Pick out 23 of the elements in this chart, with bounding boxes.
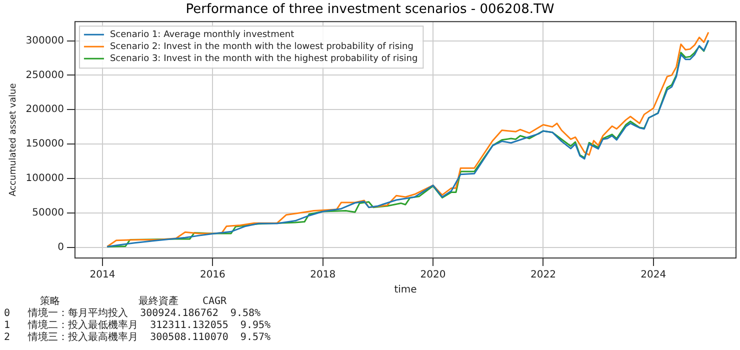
chart-title: Performance of three investment scenarios - 006208.TW [186, 2, 554, 18]
y-axis-title: Accumulated asset value [8, 82, 19, 196]
x-tick-label: 2024 [640, 270, 666, 281]
x-tick-label: 2022 [530, 270, 556, 281]
y-tick-label: 300000 [26, 35, 64, 46]
x-tick-label: 2020 [420, 270, 446, 281]
y-tick-label: 0 [58, 242, 64, 253]
y-tick-label: 250000 [26, 70, 64, 81]
legend-label: Scenario 2: Invest in the month with the lowest probability of rising [110, 42, 414, 52]
text: 2 情境三：投入最高機率月 300508.110070 9.57% [4, 332, 271, 344]
text: 策略 最終資產 CAGR [39, 296, 228, 308]
y-tick-label: 150000 [26, 138, 64, 150]
x-tick-label: 2014 [90, 270, 116, 281]
y-tick-label: 100000 [26, 173, 64, 184]
y-tick-label: 200000 [26, 104, 64, 116]
legend-label: Scenario 3: Invest in the month with the highest probability of rising [110, 54, 418, 64]
legend-label: Scenario 1: Average monthly investment [110, 30, 295, 40]
text: 1 情境二：投入最低機率月 312311.132055 9.95% [4, 320, 271, 332]
text: 0 情境一：每月平均投入 300924.186762 9.58% [4, 308, 262, 320]
y-tick-label: 50000 [32, 207, 64, 218]
x-axis-title: time [394, 284, 417, 296]
x-tick-label: 2016 [200, 270, 226, 281]
x-tick-label: 2018 [310, 270, 336, 281]
